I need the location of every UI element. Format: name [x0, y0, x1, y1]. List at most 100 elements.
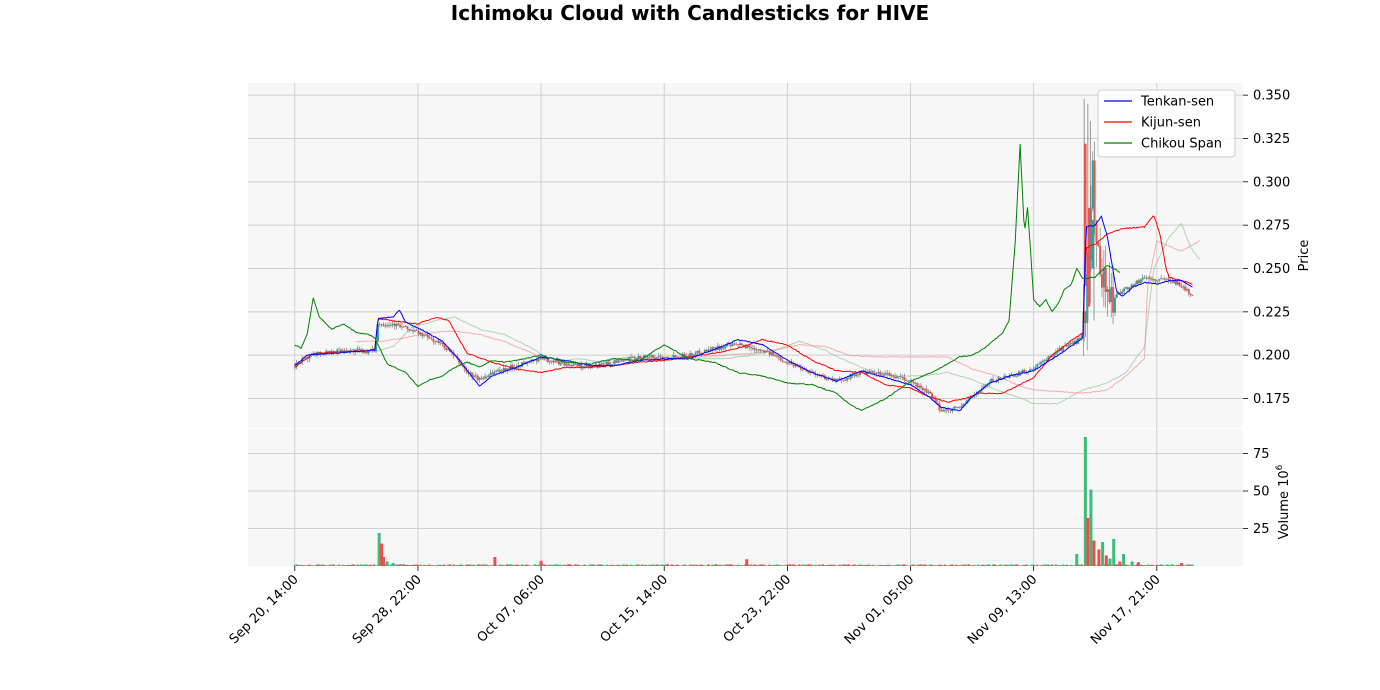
candle-body-up [1106, 289, 1109, 292]
volume-bar [668, 565, 671, 566]
volume-bar [480, 564, 483, 566]
volume-bar [1030, 564, 1033, 566]
volume-bar [351, 564, 354, 566]
volume-bar [918, 564, 921, 566]
senkou-span-b-line [356, 240, 1201, 395]
candle-body-up [663, 357, 666, 359]
candle-body-up [410, 330, 413, 331]
price-tick-label: 0.200 [1253, 349, 1290, 364]
candle-body-down [886, 372, 889, 374]
candle-body-down [639, 356, 642, 359]
candle-body-down [441, 342, 444, 345]
volume-bar [323, 564, 326, 566]
volume-bar [971, 565, 974, 566]
volume-bar [995, 565, 998, 566]
volume-bar [463, 565, 466, 566]
candle-body-down [421, 332, 424, 337]
candle-body-up [539, 357, 542, 359]
candle-body-down [955, 406, 958, 408]
volume-bar [958, 565, 961, 566]
volume-bar [594, 565, 597, 566]
candle-body-up [1176, 282, 1179, 285]
volume-bar [1145, 565, 1148, 566]
volume-bar [413, 564, 416, 566]
volume-bar [613, 565, 616, 566]
price-tick-label: 0.175 [1253, 392, 1290, 407]
candle-body-down [485, 376, 488, 378]
volume-bar [903, 564, 906, 566]
candle-body-up [679, 356, 682, 358]
volume-bar [332, 564, 335, 566]
volume-bar [838, 564, 841, 566]
candle-body-up [1030, 369, 1033, 370]
volume-bar [580, 565, 583, 566]
candle-body-up [1125, 287, 1128, 289]
volume-bar [735, 565, 738, 566]
volume-bar [755, 564, 758, 566]
candle-body-up [351, 349, 354, 351]
candle-body-down [796, 364, 799, 367]
volume-bar-up [385, 561, 389, 566]
volume-bar [910, 564, 913, 566]
legend: Tenkan-sen Kijun-sen Chikou Span [1097, 89, 1236, 158]
volume-bar [718, 564, 721, 566]
candle-body-up [672, 354, 675, 358]
volume-bar [1182, 564, 1185, 566]
candle-body-up [764, 350, 767, 353]
volume-bar [1047, 564, 1050, 566]
volume-bar [1171, 564, 1174, 566]
volume-bar [1163, 565, 1166, 566]
volume-bar [977, 564, 980, 566]
volume-bar [1078, 564, 1081, 566]
kijun-sen-line [294, 215, 1193, 403]
volume-bar [520, 564, 523, 566]
price-tick-label: 0.250 [1253, 262, 1290, 277]
candle-body-up [927, 391, 930, 393]
volume-bar [338, 564, 341, 566]
candle-body-down [916, 382, 919, 388]
volume-bar [537, 564, 540, 566]
volume-bar [751, 565, 754, 566]
candle-body-up [1130, 284, 1133, 289]
candle-body-down [580, 363, 583, 368]
candle-body-up [731, 343, 734, 347]
volume-bar [757, 565, 760, 566]
candle-body-down [958, 406, 961, 408]
volume-bar [343, 565, 346, 566]
volume-bar-down [1136, 562, 1140, 566]
candle-body-up [1032, 368, 1035, 370]
volume-bar [665, 564, 668, 566]
candle-body-down [480, 377, 483, 379]
volume-bar [750, 564, 753, 566]
volume-bar [308, 564, 311, 566]
candle-body-up [371, 348, 374, 350]
candle-body-up [979, 390, 982, 393]
volume-bar-up [1130, 561, 1134, 566]
candle-body-up [436, 340, 439, 342]
candle-body-up [1123, 288, 1126, 292]
volume-bar [443, 564, 446, 566]
candle-body-up [484, 376, 487, 379]
volume-bar [772, 564, 775, 566]
volume-bar [543, 564, 546, 566]
volume-bar [502, 564, 505, 566]
volume-bar [737, 564, 740, 566]
volume-bar [554, 564, 557, 566]
candle-body-down [1095, 220, 1098, 243]
candle-body-down [698, 350, 701, 354]
volume-bar [545, 564, 548, 566]
volume-bar-down [1118, 561, 1122, 566]
volume-bar [653, 564, 656, 566]
volume-bar [822, 564, 825, 566]
volume-bar [953, 565, 956, 566]
volume-bar [870, 565, 873, 566]
candle-body-up [855, 374, 858, 377]
legend-box [1097, 89, 1236, 158]
candle-body-down [535, 359, 538, 362]
volume-bar [561, 565, 564, 566]
volume-bar [375, 565, 378, 566]
volume-axis-label: Volume 106 [1275, 464, 1292, 539]
volume-bar [956, 565, 959, 566]
volume-bar [670, 564, 673, 566]
volume-bar [801, 564, 804, 566]
